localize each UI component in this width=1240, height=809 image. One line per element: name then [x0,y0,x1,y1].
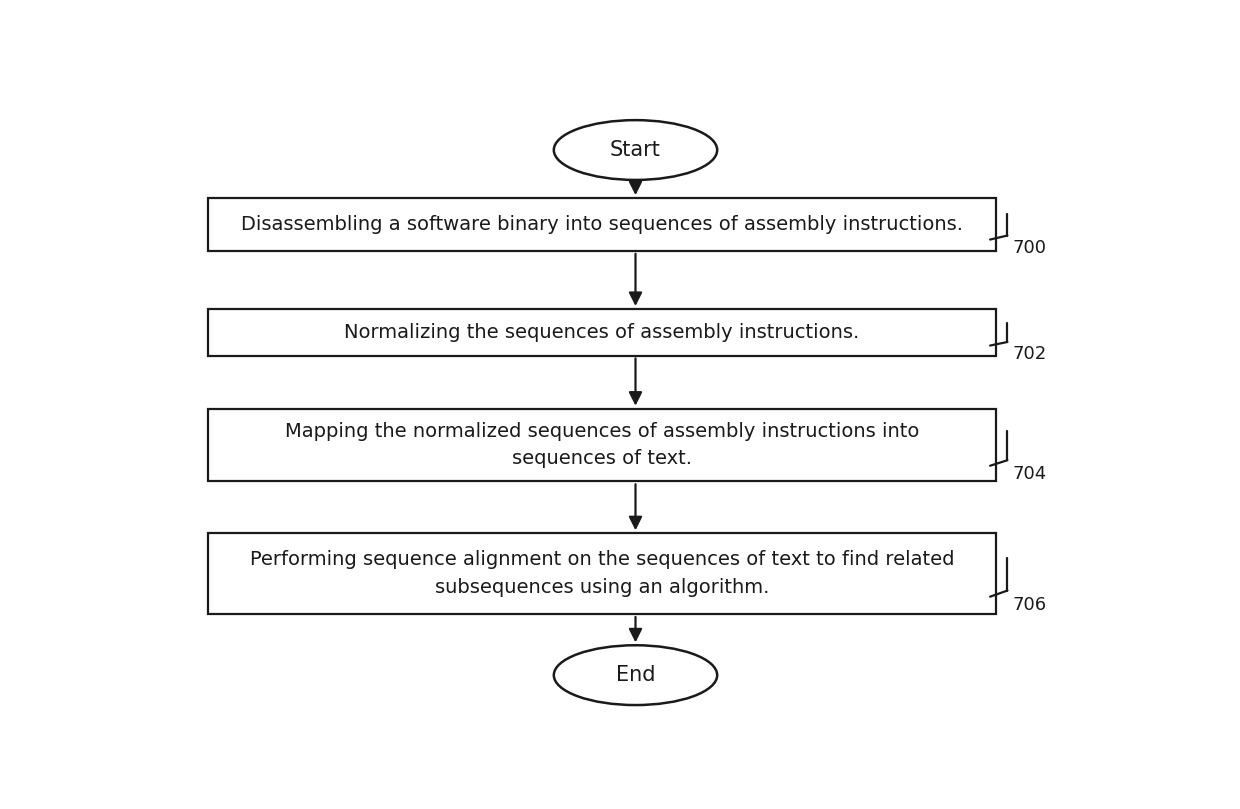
Text: Normalizing the sequences of assembly instructions.: Normalizing the sequences of assembly in… [345,323,859,341]
Text: 704: 704 [1012,465,1047,483]
Text: End: End [616,665,655,685]
Text: 702: 702 [1012,345,1047,363]
Text: Start: Start [610,140,661,160]
Text: 706: 706 [1012,595,1047,614]
FancyBboxPatch shape [208,409,996,481]
Ellipse shape [554,646,717,705]
Text: Disassembling a software binary into sequences of assembly instructions.: Disassembling a software binary into seq… [241,215,963,234]
Text: Mapping the normalized sequences of assembly instructions into
sequences of text: Mapping the normalized sequences of asse… [285,421,919,468]
Text: 700: 700 [1012,239,1047,257]
FancyBboxPatch shape [208,198,996,251]
FancyBboxPatch shape [208,533,996,614]
Ellipse shape [554,120,717,180]
Text: Performing sequence alignment on the sequences of text to find related
subsequen: Performing sequence alignment on the seq… [249,550,954,597]
FancyBboxPatch shape [208,309,996,356]
